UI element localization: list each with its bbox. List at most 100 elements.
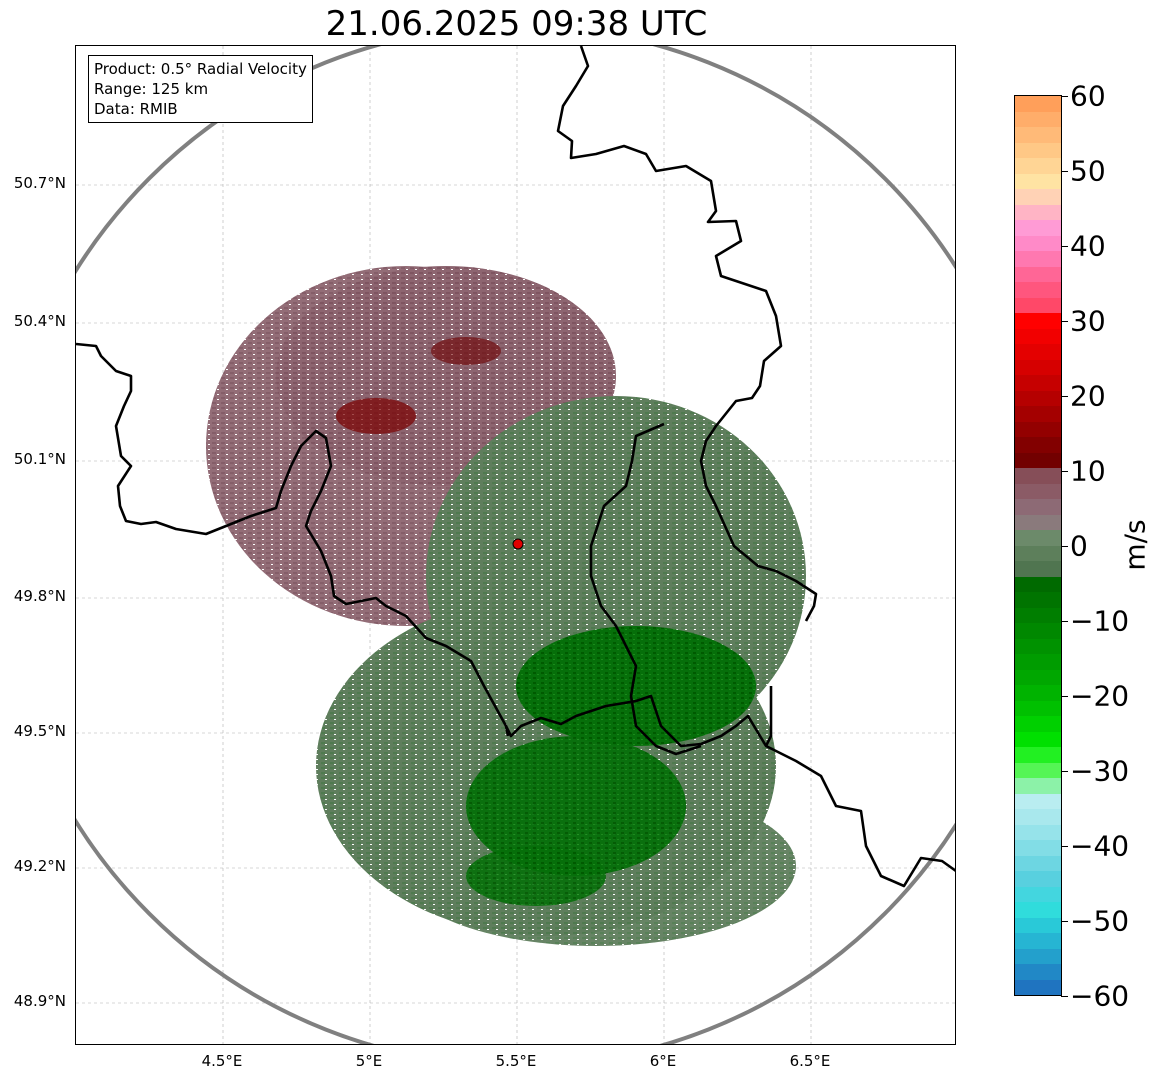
colorbar-segment [1015,189,1061,206]
colorbar-segment [1015,778,1061,795]
colorbar-segment [1015,328,1061,345]
lat-tick-label: 49.2°N [13,857,66,875]
colorbar-segment [1015,127,1061,144]
colorbar-segment [1015,933,1061,950]
colorbar-tick-mark [1061,996,1068,997]
colorbar-tick-mark [1061,921,1068,922]
lat-tick-label: 50.4°N [13,312,66,330]
colorbar-segment [1015,266,1061,283]
velocity-colorbar [1014,95,1062,996]
colorbar-segment [1015,514,1061,531]
colorbar-segment [1015,871,1061,888]
colorbar-segment [1015,530,1061,547]
colorbar-tick-mark [1061,321,1068,322]
colorbar-tick-mark [1061,96,1068,97]
colorbar-segment [1015,235,1061,252]
colorbar-segment [1015,747,1061,764]
colorbar-segment [1015,313,1061,330]
colorbar-segment [1015,654,1061,671]
colorbar-segment [1015,623,1061,640]
colorbar-segment [1015,793,1061,810]
colorbar-unit-label: m/s [1118,519,1152,571]
colorbar-tick-label: −60 [1070,979,1130,1013]
colorbar-tick-mark [1061,846,1068,847]
colorbar-segment [1015,731,1061,748]
colorbar-tick-mark [1061,471,1068,472]
lon-tick-label: 5.5°E [495,1052,537,1070]
colorbar-tick-label: 50 [1070,154,1106,188]
colorbar-tick-label: −10 [1070,604,1130,638]
colorbar-segment [1015,111,1061,128]
colorbar-segment [1015,902,1061,919]
colorbar-tick-label: −20 [1070,679,1130,713]
colorbar-tick-label: −30 [1070,754,1130,788]
colorbar-segment [1015,824,1061,841]
colorbar-tick-label: 60 [1070,79,1106,113]
colorbar-segment [1015,406,1061,423]
radar-echo-field [206,266,806,946]
lon-tick-label: 4.5°E [201,1052,243,1070]
colorbar-segment [1015,297,1061,314]
colorbar-tick-mark [1061,546,1068,547]
colorbar-segment [1015,700,1061,717]
colorbar-segment [1015,561,1061,578]
colorbar-segment [1015,375,1061,392]
colorbar-segment [1015,855,1061,872]
colorbar-segment [1015,483,1061,500]
info-product: Product: 0.5° Radial Velocity [94,60,307,78]
colorbar-segment [1015,359,1061,376]
lon-tick-label: 6°E [649,1052,677,1070]
colorbar-segment [1015,607,1061,624]
colorbar-tick-mark [1061,771,1068,772]
colorbar-tick-mark [1061,696,1068,697]
colorbar-segment [1015,886,1061,903]
colorbar-segment [1015,979,1061,995]
lon-tick-label: 6.5°E [789,1052,831,1070]
info-data-source: Data: RMIB [94,100,178,118]
country-borders [76,46,955,888]
map-title: 21.06.2025 09:38 UTC [325,4,708,44]
lat-tick-label: 50.7°N [13,174,66,192]
colorbar-segment [1015,437,1061,454]
lon-tick-label: 5°E [355,1052,383,1070]
radar-map-svg [76,46,955,1044]
colorbar-segment [1015,468,1061,485]
colorbar-segment [1015,669,1061,686]
colorbar-segment [1015,142,1061,159]
colorbar-segment [1015,96,1061,113]
colorbar-segment [1015,685,1061,702]
colorbar-tick-mark [1061,621,1068,622]
radar-site-marker [512,538,524,550]
colorbar-segment [1015,716,1061,733]
colorbar-segment [1015,390,1061,407]
colorbar-segment [1015,545,1061,562]
colorbar-segment [1015,158,1061,175]
colorbar-segment [1015,220,1061,237]
colorbar-tick-mark [1061,171,1068,172]
colorbar-segment [1015,251,1061,268]
colorbar-segment [1015,592,1061,609]
colorbar-segment [1015,638,1061,655]
lat-tick-label: 49.8°N [13,587,66,605]
info-range: Range: 125 km [94,80,209,98]
colorbar-tick-label: 0 [1070,529,1088,563]
colorbar-tick-label: 10 [1070,454,1106,488]
colorbar-segment [1015,809,1061,826]
colorbar-segment [1015,917,1061,934]
colorbar-tick-label: 20 [1070,379,1106,413]
colorbar-segment [1015,964,1061,981]
colorbar-tick-mark [1061,246,1068,247]
colorbar-segment [1015,421,1061,438]
colorbar-tick-label: −50 [1070,904,1130,938]
lat-tick-label: 48.9°N [13,992,66,1010]
colorbar-segment [1015,452,1061,469]
colorbar-segment [1015,499,1061,516]
colorbar-segment [1015,344,1061,361]
radar-map[interactable] [75,45,956,1045]
lat-tick-label: 50.1°N [13,450,66,468]
info-box: Product: 0.5° Radial Velocity Range: 125… [88,55,313,123]
colorbar-tick-mark [1061,396,1068,397]
colorbar-segment [1015,762,1061,779]
colorbar-segment [1015,204,1061,221]
colorbar-tick-label: 40 [1070,229,1106,263]
